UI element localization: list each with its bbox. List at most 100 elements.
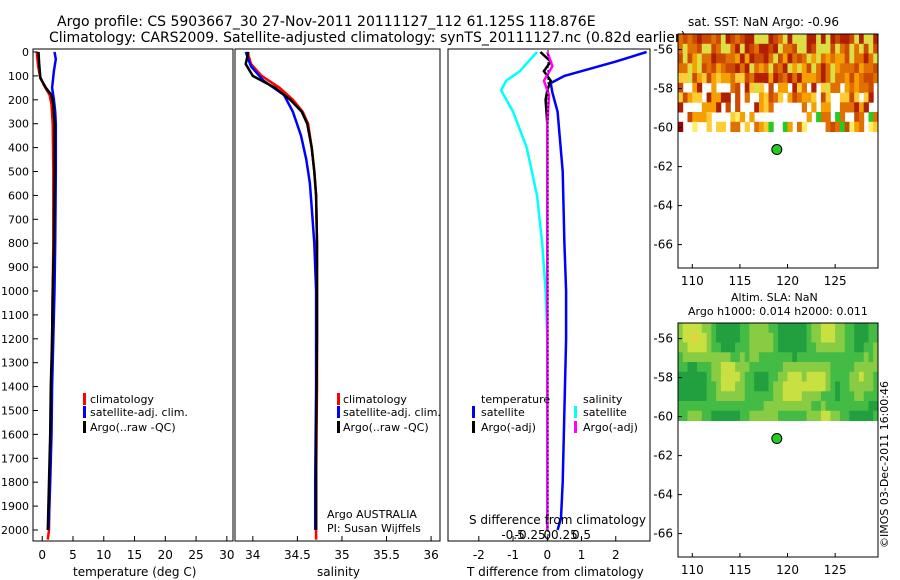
heatmap-cell — [739, 43, 746, 54]
heatmap-cell — [773, 371, 779, 382]
y-tick-label: 1900 — [1, 500, 29, 513]
heatmap-cell — [678, 53, 684, 64]
heatmap-cell — [773, 391, 779, 402]
heatmap-cell — [730, 410, 736, 421]
heatmap-cell — [711, 63, 717, 74]
heatmap-cell — [720, 381, 727, 392]
heatmap-cell — [749, 323, 755, 334]
salinity-plot-frame — [234, 48, 441, 542]
heatmap-cell — [678, 34, 684, 45]
heatmap-cell — [759, 121, 765, 132]
heatmap-cell — [849, 352, 855, 363]
heatmap-cell — [725, 391, 731, 402]
heatmap-cell — [682, 381, 688, 392]
legend-label-satellite: satellite-adj. clim. — [90, 406, 188, 419]
heatmap-cell — [778, 53, 784, 64]
heatmap-cell — [725, 53, 731, 64]
heatmap-cell — [706, 401, 712, 412]
heatmap-cell — [839, 102, 846, 113]
difference-plot-frame — [447, 48, 651, 542]
heatmap-cell — [697, 410, 703, 421]
heatmap-cell — [744, 410, 750, 421]
heatmap-cell — [816, 401, 822, 412]
heatmap-cell — [739, 112, 746, 123]
heatmap-cell — [701, 34, 707, 45]
heatmap-cell — [873, 362, 879, 373]
heatmap-cell — [839, 323, 846, 334]
heatmap-cell — [754, 381, 760, 392]
heatmap-cell — [844, 371, 850, 382]
heatmap-cell — [773, 63, 779, 74]
heatmap-cell — [725, 323, 731, 334]
heatmap-cell — [749, 401, 755, 412]
heatmap-cell — [763, 410, 769, 421]
heatmap-cell — [787, 381, 793, 392]
heatmap-cell — [682, 371, 688, 382]
heatmap-cell — [801, 121, 807, 132]
heatmap-cell — [782, 323, 788, 334]
heatmap-cell — [835, 43, 841, 54]
heatmap-cell — [716, 102, 722, 113]
heatmap-cell — [782, 362, 788, 373]
heatmap-cell — [735, 342, 741, 353]
heatmap-cell — [825, 401, 831, 412]
heatmap-cell — [749, 82, 755, 93]
x-tick-label: 0 — [543, 548, 551, 562]
heatmap-cell — [778, 82, 784, 93]
legend-swatch-climatology — [337, 393, 340, 405]
heatmap-cell — [706, 73, 712, 84]
heatmap-cell — [797, 92, 803, 103]
heatmap-cell — [839, 381, 846, 392]
heatmap-cell — [697, 92, 703, 103]
heatmap-cell — [687, 43, 693, 54]
heatmap-cell — [873, 381, 879, 392]
heatmap-cell — [701, 362, 707, 373]
heatmap-cell — [716, 53, 722, 64]
sst-map-axes: 110 115 120 125 -56 -58 -60 -62 -64 -66 — [653, 43, 846, 288]
heatmap-cell — [744, 352, 750, 363]
heatmap-cell — [687, 352, 693, 363]
heatmap-cell — [797, 34, 803, 45]
heatmap-cell — [725, 34, 731, 45]
y-tick-label: -58 — [653, 371, 673, 385]
heatmap-cell — [859, 371, 865, 382]
heatmap-cell — [763, 332, 769, 343]
heatmap-cell — [830, 121, 836, 132]
temperature-xlabel: temperature (deg C) — [73, 565, 196, 579]
heatmap-cell — [811, 92, 817, 103]
heatmap-cell — [806, 410, 812, 421]
heatmap-cell — [687, 391, 693, 402]
title-line-2: Climatology: CARS2009. Satellite-adjuste… — [49, 30, 686, 46]
x-tick-label: 36 — [423, 548, 438, 562]
heatmap-cell — [720, 323, 727, 334]
heatmap-cell — [782, 43, 788, 54]
y-tick-label: -64 — [653, 199, 673, 213]
heatmap-cell — [739, 410, 746, 421]
heatmap-cell — [730, 82, 736, 93]
heatmap-cell — [820, 352, 827, 363]
heatmap-cell — [868, 121, 874, 132]
x-tick-label: 115 — [728, 563, 751, 577]
heatmap-cell — [859, 112, 865, 123]
heatmap-cell — [844, 362, 850, 373]
heatmap-cell — [868, 391, 874, 402]
heatmap-cell — [835, 342, 841, 353]
heatmap-cell — [735, 362, 741, 373]
heatmap-cell — [830, 332, 836, 343]
heatmap-cell — [687, 381, 693, 392]
heatmap-cell — [739, 53, 746, 64]
heatmap-cell — [701, 391, 707, 402]
heatmap-cell — [849, 332, 855, 343]
heatmap-cell — [811, 391, 817, 402]
heatmap-cell — [697, 362, 703, 373]
heatmap-cell — [739, 63, 746, 74]
heatmap-cell — [687, 342, 693, 353]
heatmap-cell — [797, 410, 803, 421]
sla-map-axes: 110 115 120 125 -56 -58 -60 -62 -64 -66 — [653, 332, 846, 577]
heatmap-cell — [692, 121, 698, 132]
heatmap-cell — [706, 381, 712, 392]
heatmap-cell — [816, 73, 822, 84]
heatmap-cell — [797, 401, 803, 412]
heatmap-cell — [863, 362, 869, 373]
legend-title-salinity: salinity — [583, 393, 623, 406]
